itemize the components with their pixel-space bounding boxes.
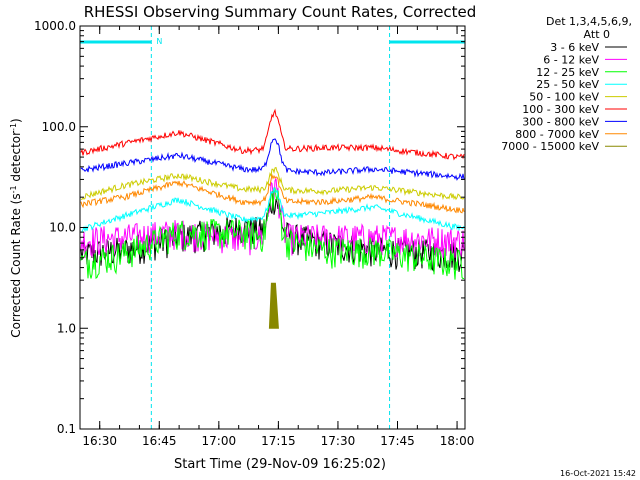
footer-date: 16-Oct-2021 15:42	[560, 469, 636, 478]
x-tick-label: 17:30	[321, 434, 356, 448]
y-tick-label: 100.0	[42, 120, 76, 134]
series-line-5	[80, 108, 465, 161]
y-tick-label: 1.0	[57, 321, 76, 335]
y-tick-label: 0.1	[57, 422, 76, 436]
y-tick-label: 10.0	[49, 221, 76, 235]
legend-header-line-1: Det 1,3,4,5,6,9,	[546, 15, 632, 28]
legend-label-3: 25 - 50 keV	[536, 78, 599, 91]
series-lines	[80, 108, 465, 329]
y-axis-label: Corrected Count Rate (s-1 detector-1)	[9, 118, 24, 337]
series-line-1	[80, 178, 465, 258]
legend-label-2: 12 - 25 keV	[536, 66, 599, 79]
plot-frame	[79, 25, 466, 430]
x-tick-label: 18:00	[440, 434, 475, 448]
x-axis-label: Start Time (29-Nov-09 16:25:02)	[174, 457, 386, 472]
x-tick-label: 17:00	[202, 434, 237, 448]
night-label: N	[156, 37, 162, 46]
y-tick-label: 1000.0	[34, 19, 76, 33]
x-tick-label: 17:45	[380, 434, 415, 448]
x-tick-label: 16:45	[142, 434, 177, 448]
axes: 0.1 1.0 10.0 100.0 1000.0 16:30 16:45 17:00 17:1…	[34, 19, 474, 448]
legend-label-8: 7000 - 15000 keV	[501, 140, 599, 153]
legend-label-1: 6 - 12 keV	[543, 53, 599, 66]
series-line-2	[80, 187, 465, 280]
series-line-6	[80, 138, 465, 181]
legend-label-0: 3 - 6 keV	[550, 41, 599, 54]
legend-header-line-2: Att 0	[584, 28, 610, 41]
legend-label-5: 100 - 300 keV	[522, 103, 599, 116]
series-line-3	[80, 187, 465, 233]
series-line-4	[80, 166, 465, 201]
legend-label-4: 50 - 100 keV	[529, 91, 599, 104]
legend-label-6: 300 - 800 keV	[522, 115, 599, 128]
legend-label-7: 800 - 7000 keV	[515, 128, 599, 141]
series-spike-high-energy	[268, 282, 279, 329]
night-intervals: N	[80, 26, 465, 429]
x-tick-label: 16:30	[82, 434, 117, 448]
series-line-7	[80, 173, 465, 214]
chart-title: RHESSI Observing Summary Count Rates, Co…	[84, 3, 477, 21]
x-tick-label: 17:15	[261, 434, 296, 448]
